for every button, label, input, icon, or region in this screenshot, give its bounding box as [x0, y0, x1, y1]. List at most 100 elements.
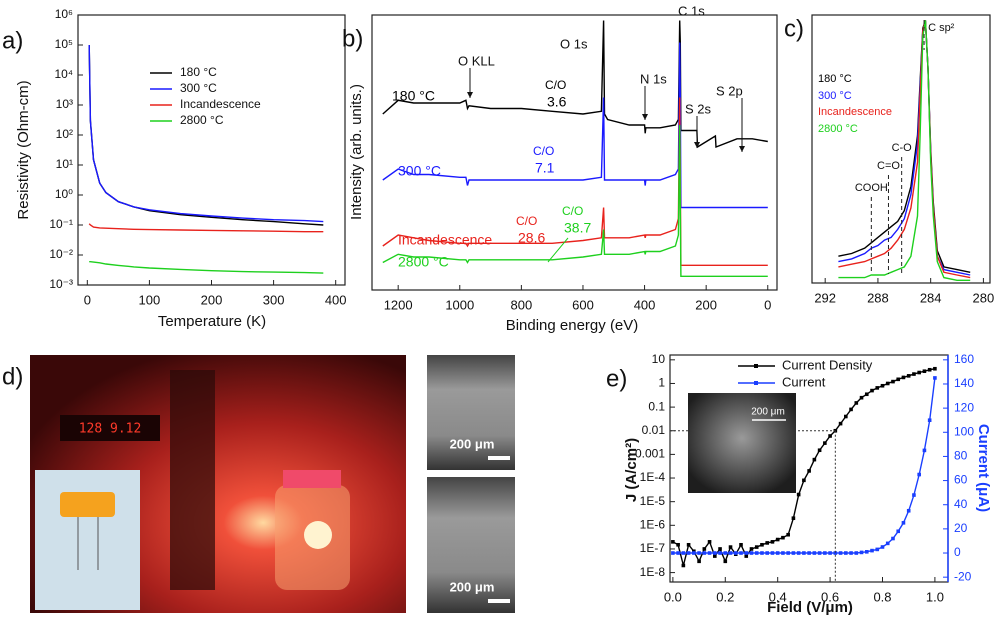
y-tick-label: 10¹ — [56, 157, 73, 171]
peak-label: N 1s — [640, 71, 667, 86]
x-tick-label: 284 — [920, 290, 942, 305]
point — [881, 384, 885, 388]
point — [676, 551, 680, 555]
point — [739, 543, 743, 547]
point — [739, 551, 743, 555]
panel-label: b) — [342, 25, 363, 52]
x-tick-label: 1000 — [445, 297, 474, 312]
point — [844, 551, 848, 555]
point — [839, 422, 843, 426]
x-tick-label: 100 — [139, 292, 161, 307]
legend-label: 180 °C — [180, 65, 217, 79]
point — [860, 396, 864, 400]
peak-label: S 2p — [716, 83, 743, 98]
y-axis-label: J (A/cm²) — [623, 438, 640, 502]
point — [839, 551, 843, 555]
ratio-value: 28.6 — [518, 230, 545, 246]
point — [697, 560, 701, 564]
point — [765, 541, 769, 545]
panel-label: c) — [784, 15, 804, 42]
y2-tick-label: 0 — [954, 545, 961, 559]
point — [786, 551, 790, 555]
scale-bar — [488, 599, 510, 603]
series-label: 180 °C — [818, 73, 852, 85]
x-axis-label: Binding energy (eV) — [506, 317, 639, 334]
power-supply — [170, 370, 215, 590]
series-label: 2800 °C — [818, 123, 858, 135]
x-tick-label: 200 — [201, 292, 223, 307]
series-line — [383, 43, 768, 208]
point — [703, 547, 707, 551]
arrow-head — [467, 92, 473, 98]
point — [723, 560, 727, 564]
panel-label: d) — [2, 363, 23, 390]
x-tick-label: 400 — [634, 297, 656, 312]
y-tick-label: 10⁻² — [49, 247, 73, 261]
y-tick-label: 10³ — [56, 97, 73, 111]
x-tick-label: 0.2 — [716, 589, 734, 604]
y-tick-label: 10² — [56, 127, 73, 141]
point — [891, 380, 895, 384]
y-axis-label: Resistivity (Ohm-cm) — [15, 80, 32, 219]
x-tick-label: 0.8 — [873, 589, 891, 604]
point — [802, 551, 806, 555]
arrow-head — [642, 114, 648, 120]
x-tick-label: 280 — [973, 290, 995, 305]
peak-label: C sp² — [928, 22, 955, 34]
point — [875, 548, 879, 552]
point — [687, 543, 691, 547]
scale-bar-label: 200 μm — [450, 436, 495, 451]
x-tick-label: 288 — [867, 290, 889, 305]
y-tick-label: 0.1 — [648, 399, 665, 413]
x-tick-label: 1.0 — [926, 589, 944, 604]
point — [760, 543, 764, 547]
x-tick-label: 200 — [695, 297, 717, 312]
y2-tick-label: 40 — [954, 497, 968, 511]
y-tick-label: 1E-8 — [640, 565, 666, 579]
y-tick-label: 10⁻¹ — [49, 217, 73, 231]
point — [697, 551, 701, 555]
series-label: Incandescence — [398, 232, 492, 248]
scale-bar-label: 200 μm — [450, 579, 495, 594]
point — [912, 372, 916, 376]
point — [776, 538, 780, 542]
point — [886, 542, 890, 546]
panel-label: e) — [606, 365, 627, 392]
point — [818, 448, 822, 452]
ratio-value: 3.6 — [547, 94, 567, 110]
series-label: 300 °C — [818, 90, 852, 102]
point — [771, 551, 775, 555]
point — [902, 376, 906, 380]
legend-label: Current — [782, 374, 826, 389]
point — [923, 449, 927, 453]
point — [723, 551, 727, 555]
point — [676, 543, 680, 547]
point — [708, 540, 712, 544]
y-tick-label: 1E-7 — [640, 541, 666, 555]
peak-label: C-O — [892, 142, 913, 154]
point — [881, 545, 885, 549]
point — [912, 493, 916, 497]
y-tick-label: 1E-4 — [640, 470, 666, 484]
x-tick-label: 0 — [84, 292, 91, 307]
point — [776, 551, 780, 555]
point — [750, 547, 754, 551]
series-label: Incandescence — [818, 106, 892, 118]
point — [823, 551, 827, 555]
point — [865, 392, 869, 396]
point — [844, 415, 848, 419]
panel-label: a) — [2, 27, 23, 54]
point — [755, 551, 759, 555]
point — [781, 536, 785, 540]
point — [865, 550, 869, 554]
display-text: 128 9.12 — [79, 422, 142, 437]
y-tick-label: 10⁵ — [55, 37, 73, 51]
point — [750, 551, 754, 555]
x-tick-label: 1200 — [384, 297, 413, 312]
peak-label: COOH — [855, 182, 888, 194]
plot-frame — [372, 15, 777, 290]
point — [870, 389, 874, 393]
y-tick-label: 10 — [652, 352, 666, 366]
y2-tick-label: 80 — [954, 449, 968, 463]
point — [682, 564, 686, 568]
